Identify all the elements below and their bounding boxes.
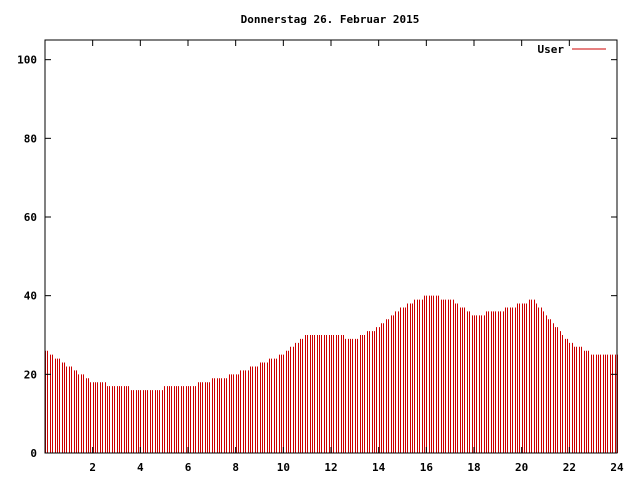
x-tick-label: 16 [420, 461, 434, 474]
x-tick-label: 20 [515, 461, 528, 474]
x-tick-label: 14 [372, 461, 386, 474]
legend-label: User [538, 43, 565, 56]
y-tick-label: 60 [24, 211, 37, 224]
y-tick-label: 40 [24, 290, 37, 303]
x-tick-label: 8 [232, 461, 239, 474]
x-tick-label: 24 [610, 461, 624, 474]
y-tick-label: 100 [17, 54, 37, 67]
x-tick-label: 18 [467, 461, 480, 474]
y-tick-label: 0 [30, 447, 37, 460]
chart-title: Donnerstag 26. Februar 2015 [241, 13, 420, 26]
x-tick-label: 12 [324, 461, 337, 474]
legend: User [538, 43, 606, 56]
x-tick-label: 22 [563, 461, 576, 474]
y-axis: 0 20 40 60 80 100 [17, 54, 617, 460]
x-tick-label: 10 [277, 461, 290, 474]
plot-frame [44, 39, 618, 454]
x-tick-label: 4 [137, 461, 144, 474]
y-tick-label: 80 [24, 132, 37, 145]
y-tick-label: 20 [24, 368, 37, 381]
x-axis: 2 4 6 8 10 12 14 16 18 20 22 24 [89, 40, 624, 474]
x-tick-label: 6 [185, 461, 192, 474]
x-tick-label: 2 [89, 461, 96, 474]
bars-group [45, 295, 618, 453]
